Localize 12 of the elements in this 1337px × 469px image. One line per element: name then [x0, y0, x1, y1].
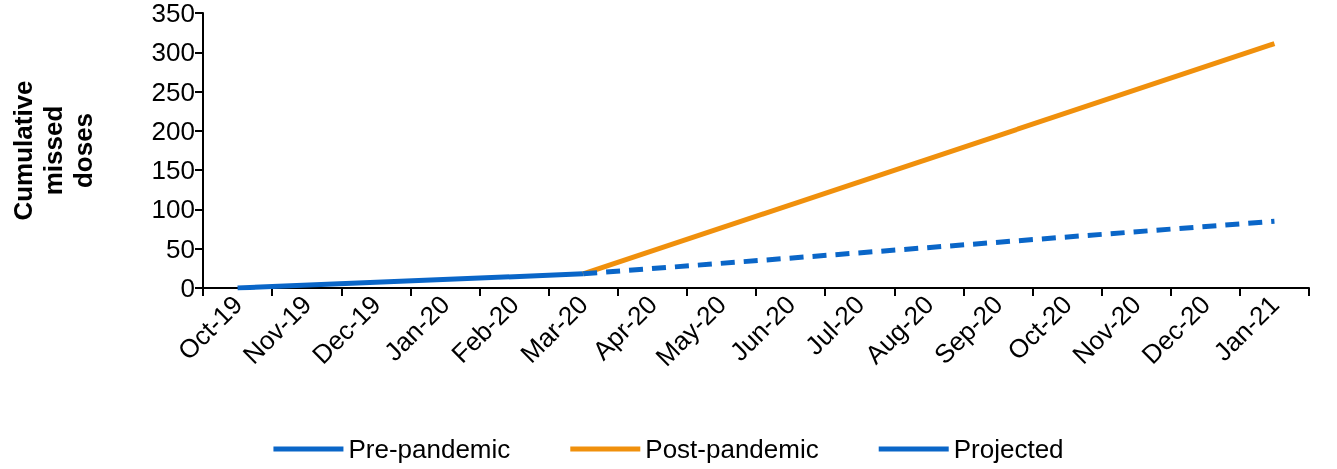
- legend-label: Post-pandemic: [645, 434, 819, 464]
- y-tick-label: 50: [166, 233, 195, 264]
- y-tick-label: 100: [151, 194, 195, 225]
- y-tick-label: 150: [151, 155, 195, 186]
- legend-label: Pre-pandemic: [348, 434, 511, 464]
- y-tick-label: 250: [151, 76, 195, 107]
- y-axis-title: Cumulative missed doses: [8, 80, 98, 221]
- y-tick-label: 300: [151, 37, 195, 68]
- legend-label: Projected: [953, 434, 1064, 464]
- y-tick-label: 350: [151, 0, 195, 28]
- y-tick-label: 0: [180, 273, 195, 303]
- y-tick-label: 200: [151, 115, 195, 146]
